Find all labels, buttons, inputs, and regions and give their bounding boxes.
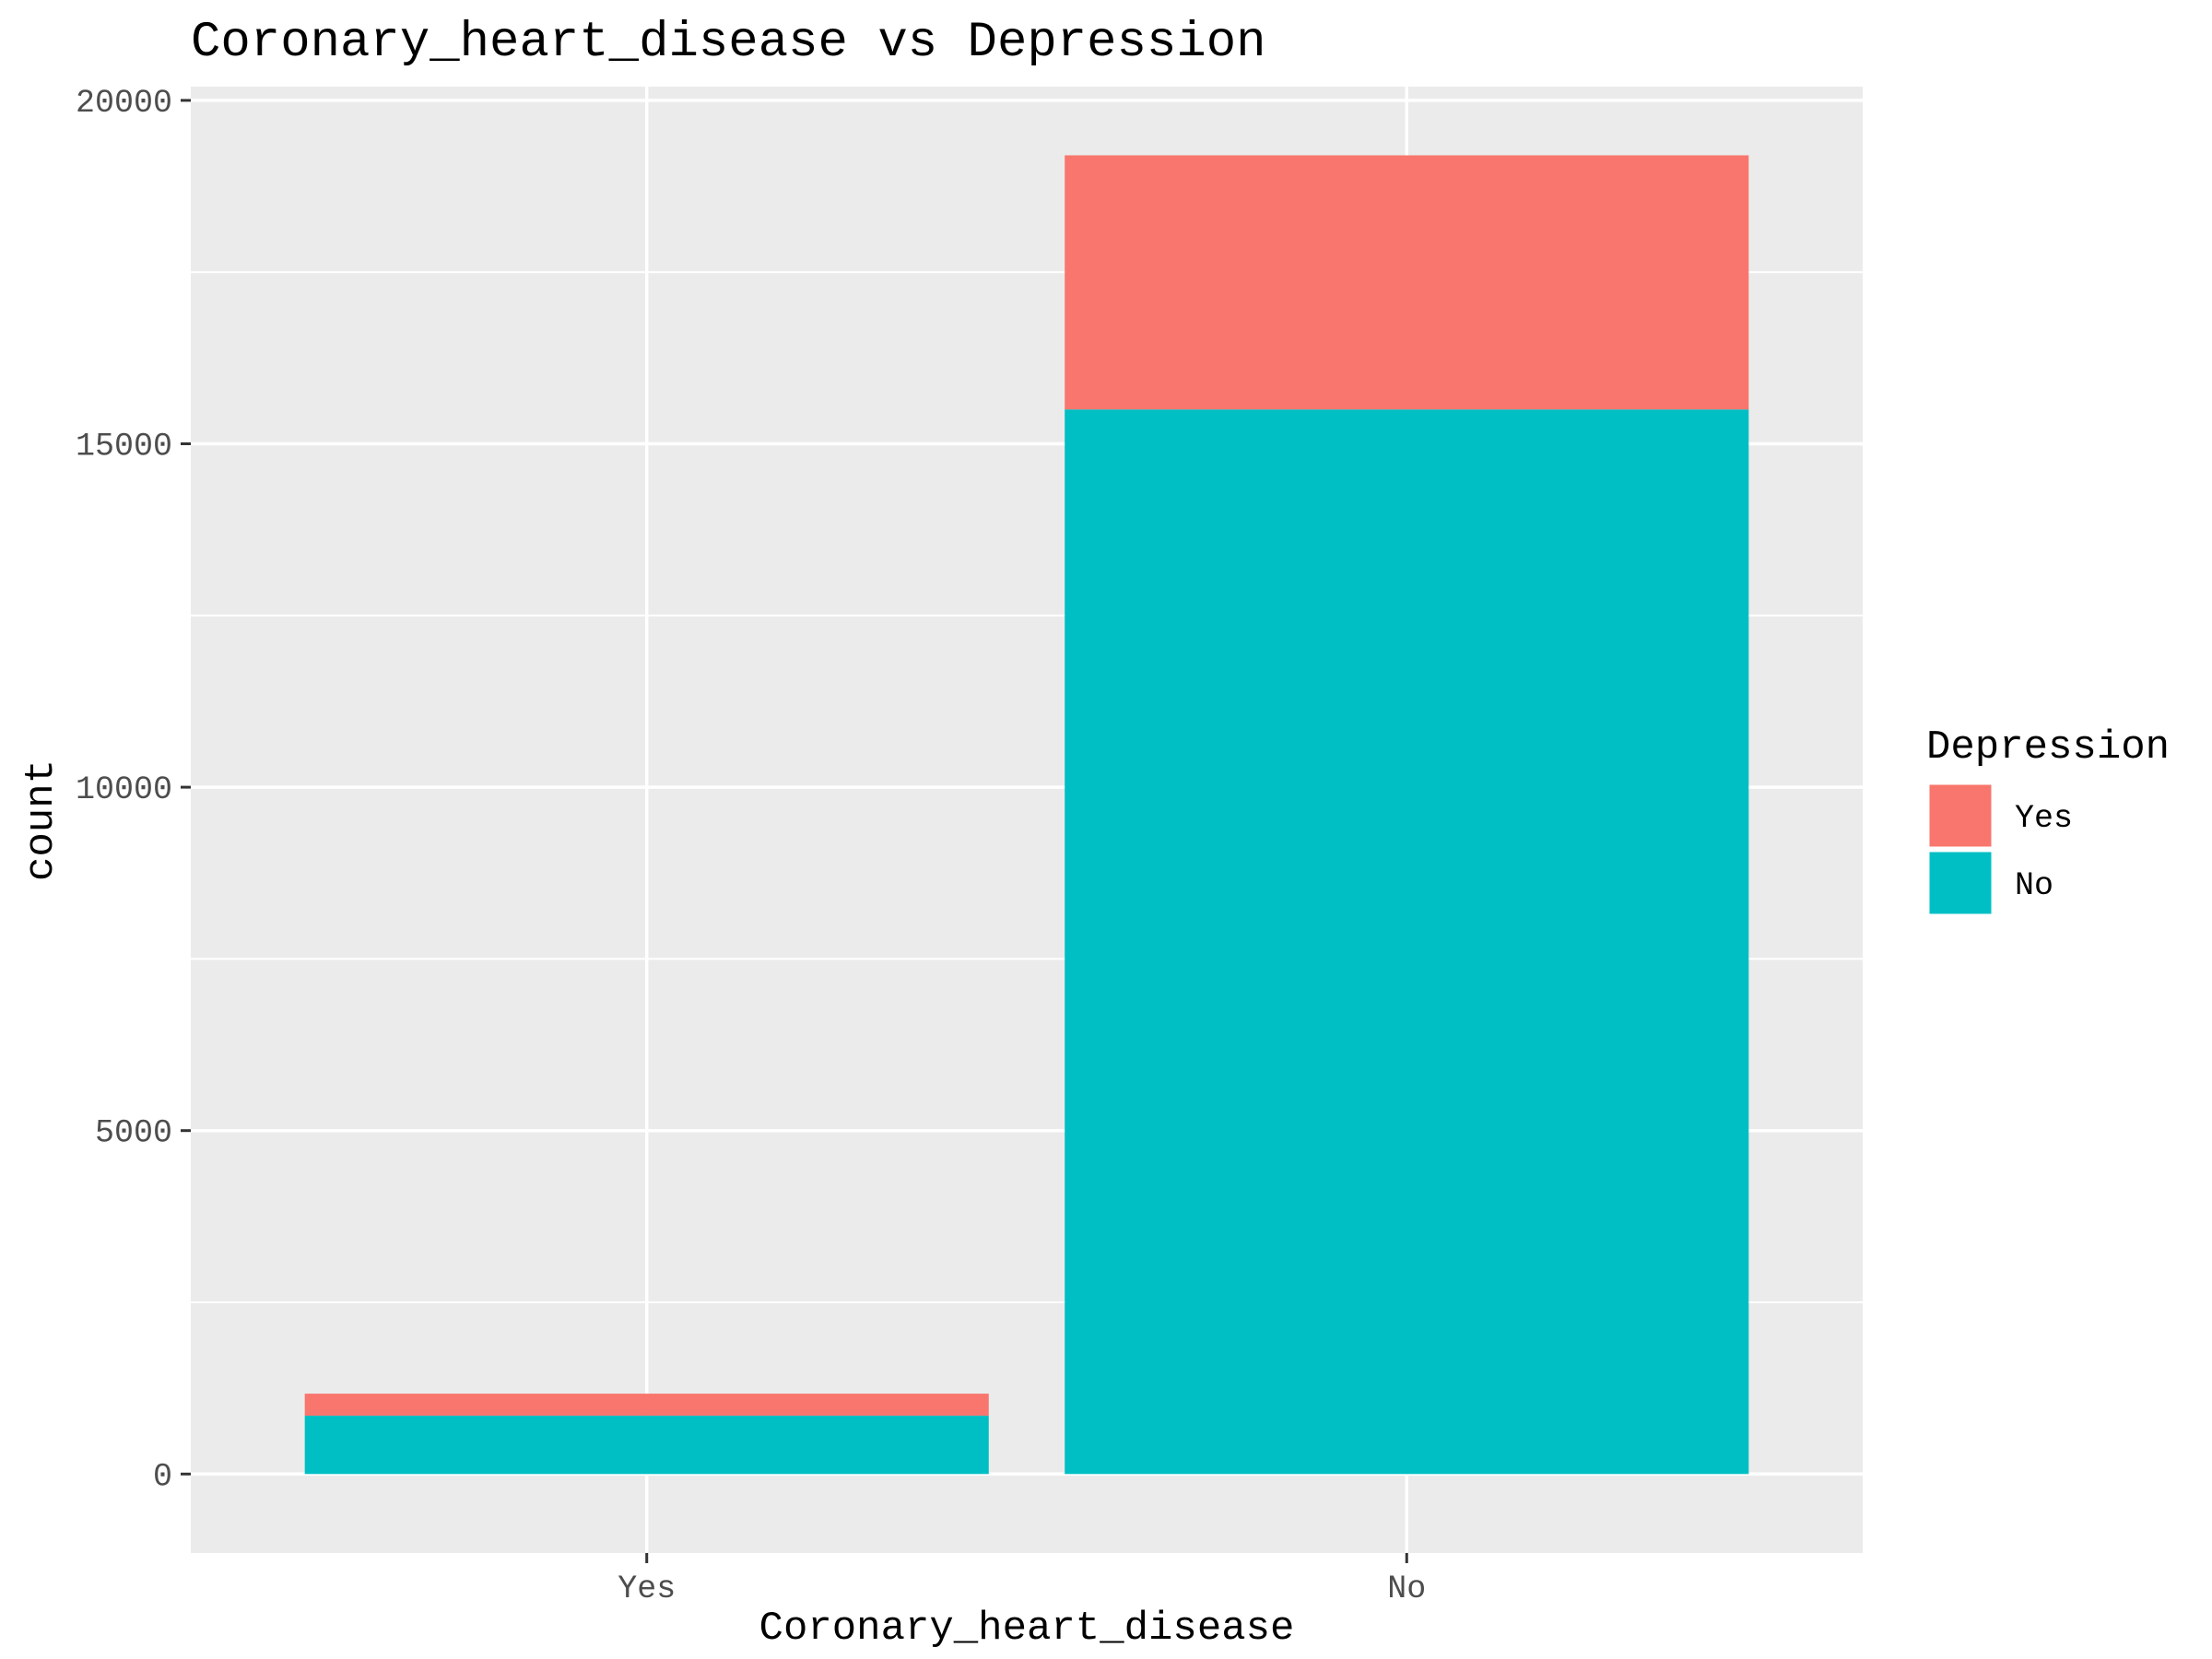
chart-title: Coronary_heart_disease vs Depression xyxy=(191,15,1266,71)
x-axis-title: Coronary_heart_disease xyxy=(759,1606,1295,1652)
y-axis-title: count xyxy=(18,759,65,881)
y-tick-label: 5000 xyxy=(95,1115,172,1152)
y-tick-label: 10000 xyxy=(76,771,172,808)
legend: Depression Yes No xyxy=(1926,724,2170,917)
y-tick-label: 20000 xyxy=(76,85,172,122)
legend-key-no xyxy=(1926,849,1994,917)
legend-label: Yes xyxy=(2015,800,2073,837)
x-tick-label: Yes xyxy=(618,1571,676,1607)
bars xyxy=(304,155,1749,1475)
y-tick-label: 0 xyxy=(153,1458,172,1495)
legend-label: No xyxy=(2015,867,2053,904)
x-tick-label: No xyxy=(1387,1571,1426,1607)
bar-yes-no xyxy=(304,1415,989,1475)
bar-no-no xyxy=(1065,409,1749,1475)
bar-no-yes xyxy=(1065,155,1749,410)
y-axis: 0 5000 10000 15000 20000 xyxy=(76,85,191,1495)
y-tick-label: 15000 xyxy=(76,429,172,465)
bar-yes-yes xyxy=(304,1394,989,1416)
legend-key-yes xyxy=(1926,782,1994,850)
legend-title: Depression xyxy=(1926,724,2170,771)
x-axis: Yes No xyxy=(618,1553,1426,1607)
